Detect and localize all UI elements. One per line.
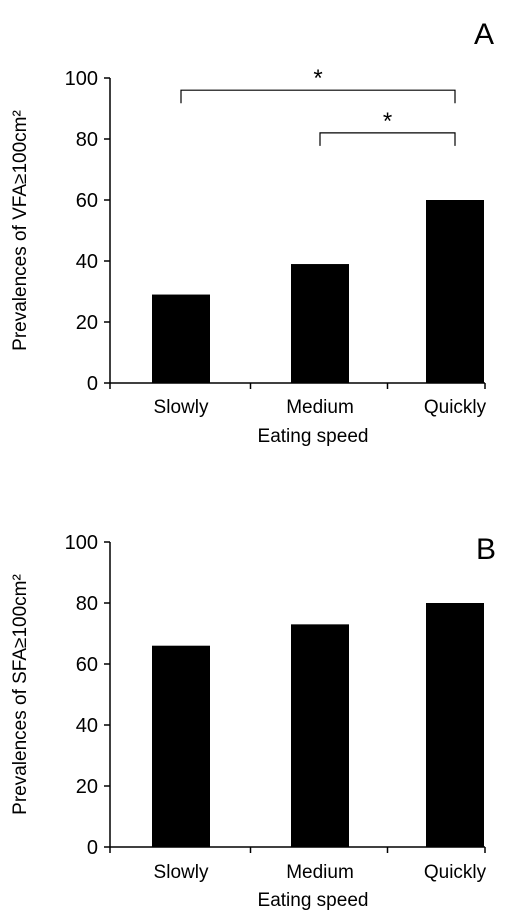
x-axis-label: Eating speed: [258, 426, 369, 447]
category-label: Medium: [286, 862, 354, 883]
panel-label: B: [476, 533, 496, 566]
y-tick-label: 20: [76, 776, 98, 798]
bar-slowly: [152, 645, 210, 847]
category-label: Medium: [286, 397, 354, 418]
significance-bracket: [180, 89, 456, 104]
category-label: Quickly: [424, 397, 487, 418]
bar-quickly: [426, 603, 484, 847]
panel-label: A: [474, 18, 494, 51]
bar-medium: [291, 264, 349, 383]
x-axis-label: Eating speed: [258, 890, 369, 910]
significance-star: *: [313, 65, 322, 92]
y-tick-label: 80: [76, 593, 98, 615]
category-label: Slowly: [154, 397, 209, 418]
y-tick-label: 60: [76, 190, 98, 212]
y-tick-label: 100: [65, 532, 98, 554]
y-axis-label: Prevalences of VFA≥100cm²: [10, 110, 31, 351]
category-label: Quickly: [424, 862, 487, 883]
y-tick-label: 100: [65, 68, 98, 90]
y-tick-label: 80: [76, 129, 98, 151]
y-tick-label: 20: [76, 312, 98, 334]
significance-bracket: [319, 132, 456, 146]
bar-medium: [291, 624, 349, 847]
y-tick-label: 60: [76, 654, 98, 676]
significance-star: *: [383, 108, 392, 135]
y-axis-label: Prevalences of SFA≥100cm²: [10, 574, 31, 815]
y-tick-label: 40: [76, 251, 98, 273]
bar-slowly: [152, 294, 210, 383]
bar-quickly: [426, 200, 484, 383]
y-tick-label: 40: [76, 715, 98, 737]
chart-panel-a: 0 20 40 60 80 100 Slowly Medium Quickly Eating sp…: [10, 18, 494, 447]
chart-panel-b: 0 20 40 60 80 100 Slowly Medium Quickly Eating sp…: [10, 532, 496, 910]
y-tick-label: 0: [87, 373, 98, 395]
y-tick-label: 0: [87, 837, 98, 859]
category-label: Slowly: [154, 862, 209, 883]
